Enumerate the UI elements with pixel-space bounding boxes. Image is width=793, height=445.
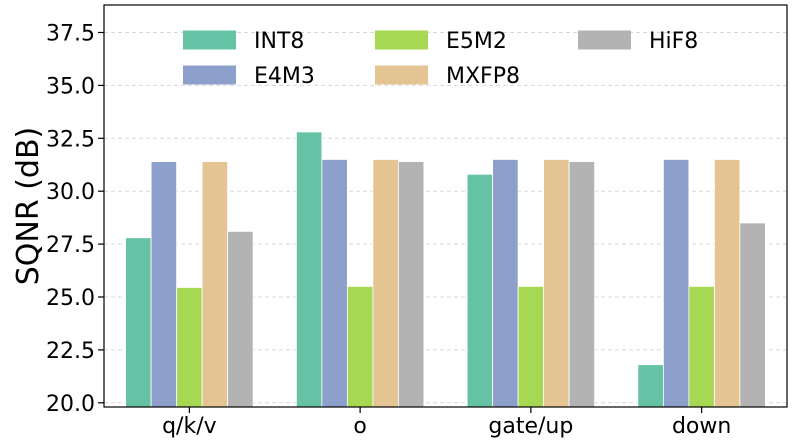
y-axis-label: SQNR (dB) (11, 127, 46, 286)
x-tick-label: q/k/v (162, 414, 217, 439)
legend: INT8 E4M3 E5M2 MXFP8 HiF8 (183, 29, 698, 89)
legend-label-int8: INT8 (254, 29, 304, 54)
bar-e5m2-4 (688, 285, 715, 408)
y-tick-label: 32.5 (46, 127, 95, 152)
x-tick-label: gate/up (488, 414, 573, 439)
legend-swatch-hif8 (578, 30, 631, 50)
y-tick-label: 27.5 (46, 233, 95, 258)
y-tick-label: 35.0 (46, 74, 95, 99)
bar-e4m3-4 (662, 159, 690, 408)
legend-label-e5m2: E5M2 (446, 29, 507, 54)
bar-hif8-2 (397, 161, 425, 408)
x-tick-label: down (672, 414, 731, 439)
bars (125, 131, 766, 408)
bar-mxfp8-3 (543, 159, 570, 408)
y-tick-label: 30.0 (46, 180, 95, 205)
bar-int8-2 (295, 131, 323, 408)
legend-swatch-e4m3 (183, 65, 236, 85)
bar-mxfp8-1 (201, 161, 229, 408)
bar-e5m2-1 (176, 287, 203, 408)
legend-label-hif8: HiF8 (649, 29, 698, 54)
legend-swatch-mxfp8 (375, 65, 428, 85)
legend-swatch-int8 (183, 30, 236, 50)
bar-e4m3-2 (321, 159, 348, 408)
plot-frame (103, 4, 788, 408)
bar-mxfp8-4 (713, 159, 741, 408)
bar-int8-3 (466, 173, 494, 408)
legend-swatch-e5m2 (375, 30, 428, 50)
bar-e5m2-2 (346, 285, 374, 408)
y-tick-label: 37.5 (46, 22, 95, 47)
bar-hif8-4 (739, 222, 766, 408)
y-tick-label: 25.0 (46, 286, 95, 311)
bar-mxfp8-2 (372, 159, 399, 408)
bar-int8-4 (637, 364, 664, 408)
x-tick-label: o (353, 414, 366, 439)
legend-label-mxfp8: MXFP8 (446, 64, 520, 89)
bar-int8-1 (125, 237, 152, 408)
y-tick-label: 22.5 (46, 339, 95, 364)
bar-hif8-3 (568, 161, 596, 408)
axes: 20.0 22.5 25.0 27.5 30.0 32.5 35.0 37.5 q/k/v o ga… (46, 4, 788, 439)
bar-e4m3-1 (150, 161, 178, 408)
y-tick-label: 20.0 (46, 392, 95, 417)
legend-label-e4m3: E4M3 (254, 64, 315, 89)
bar-e4m3-3 (492, 159, 519, 408)
bar-e5m2-3 (517, 285, 545, 408)
bar-hif8-1 (227, 230, 254, 408)
